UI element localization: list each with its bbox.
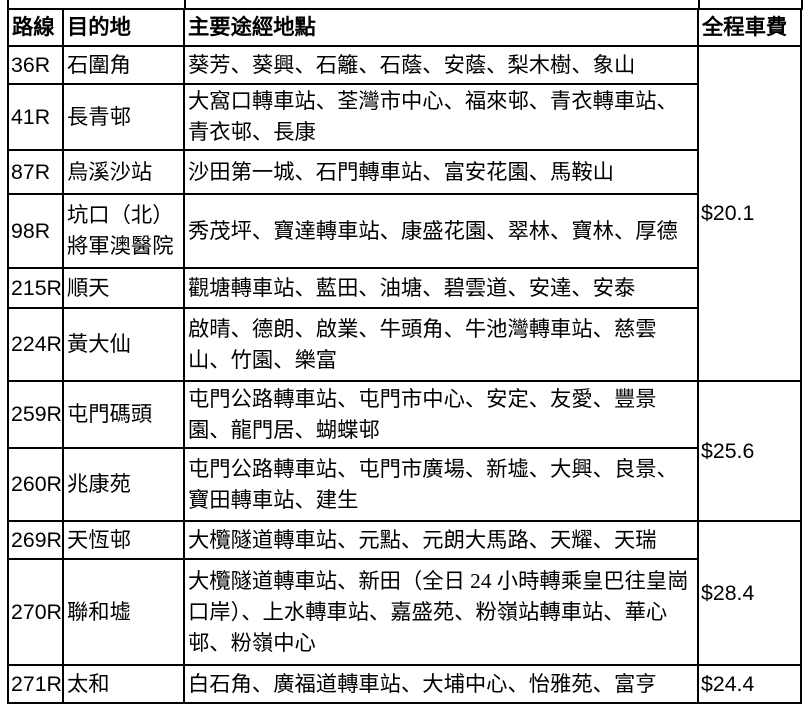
destination-cell: 長青邨 <box>62 83 185 151</box>
header-route: 路線 <box>7 8 64 47</box>
destination-cell: 坑口（北）將軍澳醫院 <box>62 193 185 269</box>
destination-cell: 天恆邨 <box>62 520 185 560</box>
header-fare: 全程車費 <box>697 8 802 47</box>
route-cell: 270R <box>7 558 64 666</box>
stops-cell: 啟晴、德朗、啟業、牛頭角、牛池灣轉車站、慈雲山、竹園、樂富 <box>183 307 699 382</box>
route-cell: 36R <box>7 45 64 85</box>
table-row: 270R 聯和墟 大欖隧道轉車站、新田（全日 24 小時轉乘皇巴往皇崗口岸）、上水轉… <box>7 558 801 666</box>
stops-cell: 屯門公路轉車站、屯門市中心、安定、友愛、豐景園、龍門居、蝴蝶邨 <box>183 380 699 449</box>
header-destination: 目的地 <box>62 8 185 47</box>
table-row: 269R 天恆邨 大欖隧道轉車站、元點、元朗大馬路、天耀、天瑞 $28.4 <box>7 520 802 666</box>
destination-cell: 烏溪沙站 <box>62 149 185 195</box>
bus-fare-table: 路線 目的地 主要途經地點 全程車費 36R 石圍角 葵芳、葵興、石籬、石蔭、安蔭、… <box>7 8 802 704</box>
table-row: 87R 烏溪沙站 沙田第一城、石門轉車站、富安花園、馬鞍山 <box>7 149 801 195</box>
route-cell: 87R <box>7 149 64 195</box>
route-cell: 259R <box>7 380 64 449</box>
destination-cell: 石圍角 <box>62 45 185 85</box>
table-row: 224R 黃大仙 啟晴、德朗、啟業、牛頭角、牛池灣轉車站、慈雲山、竹園、樂富 <box>7 307 801 382</box>
table-crop-tick <box>698 0 700 10</box>
stops-cell: 沙田第一城、石門轉車站、富安花園、馬鞍山 <box>183 149 699 195</box>
header-row: 路線 目的地 主要途經地點 全程車費 <box>7 8 802 47</box>
header-stops: 主要途經地點 <box>183 8 699 47</box>
fare-cell: $28.4 <box>697 520 802 666</box>
table-row: 36R 石圍角 葵芳、葵興、石籬、石蔭、安蔭、梨木樹、象山 $20.1 <box>7 45 802 382</box>
fare-cell: $24.4 <box>697 664 802 704</box>
table-row: 98R 坑口（北）將軍澳醫院 秀茂坪、寶達轉車站、康盛花園、翠林、寶林、厚德 <box>7 193 801 269</box>
destination-cell: 黃大仙 <box>62 307 185 382</box>
route-cell: 41R <box>7 83 64 151</box>
stops-cell: 秀茂坪、寶達轉車站、康盛花園、翠林、寶林、厚德 <box>183 193 699 269</box>
route-cell: 224R <box>7 307 64 382</box>
destination-cell: 太和 <box>62 664 185 704</box>
stops-cell: 大欖隧道轉車站、元點、元朗大馬路、天耀、天瑞 <box>183 520 699 560</box>
route-cell: 269R <box>7 520 64 560</box>
table-row: 41R 長青邨 大窩口轉車站、荃灣市中心、福來邨、青衣轉車站、青衣邨、長康 <box>7 83 801 151</box>
destination-cell: 聯和墟 <box>62 558 185 666</box>
table-row: 260R 兆康苑 屯門公路轉車站、屯門市廣場、新墟、大興、良景、寶田轉車站、建生 <box>7 447 801 522</box>
table-crop-tick <box>7 0 9 10</box>
stops-cell: 白石角、廣福道轉車站、大埔中心、怡雅苑、富亨 <box>183 664 699 704</box>
stops-cell: 屯門公路轉車站、屯門市廣場、新墟、大興、良景、寶田轉車站、建生 <box>183 447 699 522</box>
table-row: 271R 太和 白石角、廣福道轉車站、大埔中心、怡雅苑、富亨 $24.4 <box>7 664 802 704</box>
stops-cell: 大欖隧道轉車站、新田（全日 24 小時轉乘皇巴往皇崗口岸）、上水轉車站、嘉盛苑、… <box>183 558 699 666</box>
table-crop-tick <box>801 0 803 10</box>
stops-cell: 大窩口轉車站、荃灣市中心、福來邨、青衣轉車站、青衣邨、長康 <box>183 83 699 151</box>
table-header: 路線 目的地 主要途經地點 全程車費 <box>7 8 802 47</box>
destination-cell: 兆康苑 <box>62 447 185 522</box>
stops-cell: 葵芳、葵興、石籬、石蔭、安蔭、梨木樹、象山 <box>183 45 699 85</box>
stops-cell: 觀塘轉車站、藍田、油塘、碧雲道、安達、安泰 <box>183 267 699 309</box>
table-body: 36R 石圍角 葵芳、葵興、石籬、石蔭、安蔭、梨木樹、象山 $20.1 41R 長青邨 大窩… <box>7 45 802 704</box>
route-cell: 260R <box>7 447 64 522</box>
table-row: 215R 順天 觀塘轉車站、藍田、油塘、碧雲道、安達、安泰 <box>7 267 801 309</box>
route-cell: 271R <box>7 664 64 704</box>
fare-cell: $25.6 <box>697 380 802 522</box>
destination-cell: 順天 <box>62 267 185 309</box>
route-cell: 98R <box>7 193 64 269</box>
destination-cell: 屯門碼頭 <box>62 380 185 449</box>
fare-cell: $20.1 <box>697 45 802 382</box>
table-crop-tick <box>184 0 186 10</box>
route-cell: 215R <box>7 267 64 309</box>
table-row: 259R 屯門碼頭 屯門公路轉車站、屯門市中心、安定、友愛、豐景園、龍門居、蝴蝶邨 $… <box>7 380 802 522</box>
